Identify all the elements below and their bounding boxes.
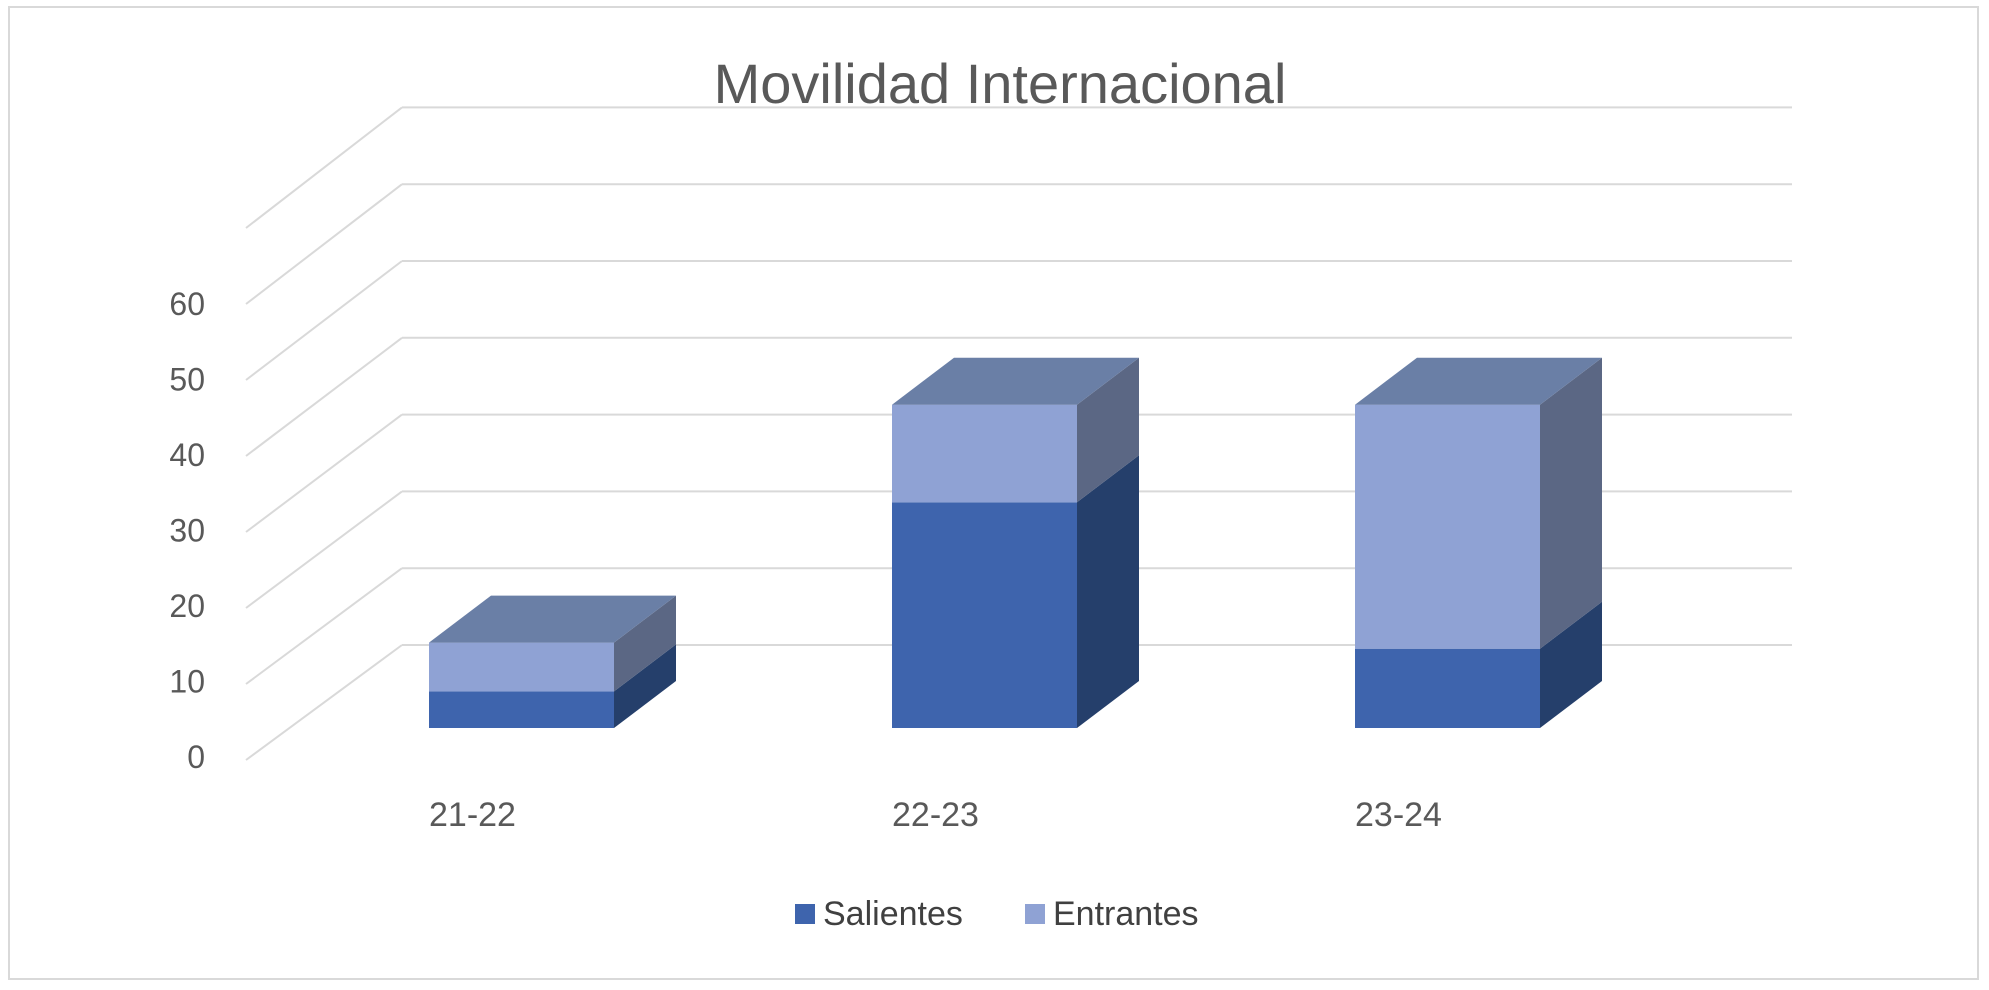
legend-swatch-entrantes bbox=[1025, 904, 1045, 924]
bar-top-21-22 bbox=[429, 595, 676, 643]
y-tick-label: 50 bbox=[169, 362, 205, 398]
chart-canvas: Movilidad Internacional 0 10 20 30 40 50 60 21… bbox=[169, 52, 1792, 933]
y-tick-label: 60 bbox=[169, 286, 205, 322]
y-tick-label: 40 bbox=[169, 437, 205, 473]
bars bbox=[429, 357, 1602, 728]
gridline-diagonal bbox=[245, 644, 403, 761]
gridline-diagonal bbox=[245, 567, 403, 685]
bar-side-salientes-23-24 bbox=[1540, 601, 1602, 728]
y-tick-label: 20 bbox=[169, 588, 205, 624]
legend: Salientes Entrantes bbox=[795, 895, 1199, 933]
x-axis-labels: 21-22 22-23 23-24 bbox=[429, 796, 1442, 834]
bar-entrantes-22-23 bbox=[892, 404, 1077, 503]
gridline-diagonal bbox=[245, 490, 403, 609]
bar-side-entrantes-23-24 bbox=[1540, 357, 1602, 649]
bar-top-22-23 bbox=[892, 357, 1139, 405]
gridline-diagonal bbox=[245, 413, 403, 533]
bar-salientes-21-22 bbox=[429, 691, 614, 728]
gridline-diagonal bbox=[245, 337, 403, 457]
x-tick-label: 22-23 bbox=[892, 796, 979, 834]
bar-top-23-24 bbox=[1355, 357, 1602, 405]
legend-label-entrantes: Entrantes bbox=[1053, 895, 1199, 933]
chart-title: Movilidad Internacional bbox=[714, 52, 1287, 115]
y-tick-label: 10 bbox=[169, 664, 205, 700]
bar-side-entrantes-22-23 bbox=[1077, 357, 1139, 503]
bar-side-entrantes-21-22 bbox=[614, 595, 676, 692]
y-tick-label: 30 bbox=[169, 513, 205, 549]
gridline-diagonal bbox=[245, 106, 403, 229]
chart-frame: Movilidad Internacional 0 10 20 30 40 50 60 21… bbox=[8, 6, 1979, 980]
x-tick-label: 23-24 bbox=[1355, 796, 1442, 834]
bar-side-salientes-22-23 bbox=[1077, 455, 1139, 728]
bar-entrantes-23-24 bbox=[1355, 404, 1540, 649]
x-tick-label: 21-22 bbox=[429, 796, 516, 834]
gridline-diagonal bbox=[245, 260, 403, 381]
bar-entrantes-21-22 bbox=[429, 642, 614, 692]
legend-label-salientes: Salientes bbox=[823, 895, 963, 933]
y-axis-ticks: 0 10 20 30 40 50 60 bbox=[169, 286, 205, 775]
legend-swatch-salientes bbox=[795, 904, 815, 924]
bar-salientes-23-24 bbox=[1355, 648, 1540, 728]
bar-salientes-22-23 bbox=[892, 502, 1077, 728]
y-tick-label: 0 bbox=[187, 739, 205, 775]
gridline-diagonal bbox=[245, 183, 403, 305]
bar-side-salientes-21-22 bbox=[614, 644, 676, 728]
